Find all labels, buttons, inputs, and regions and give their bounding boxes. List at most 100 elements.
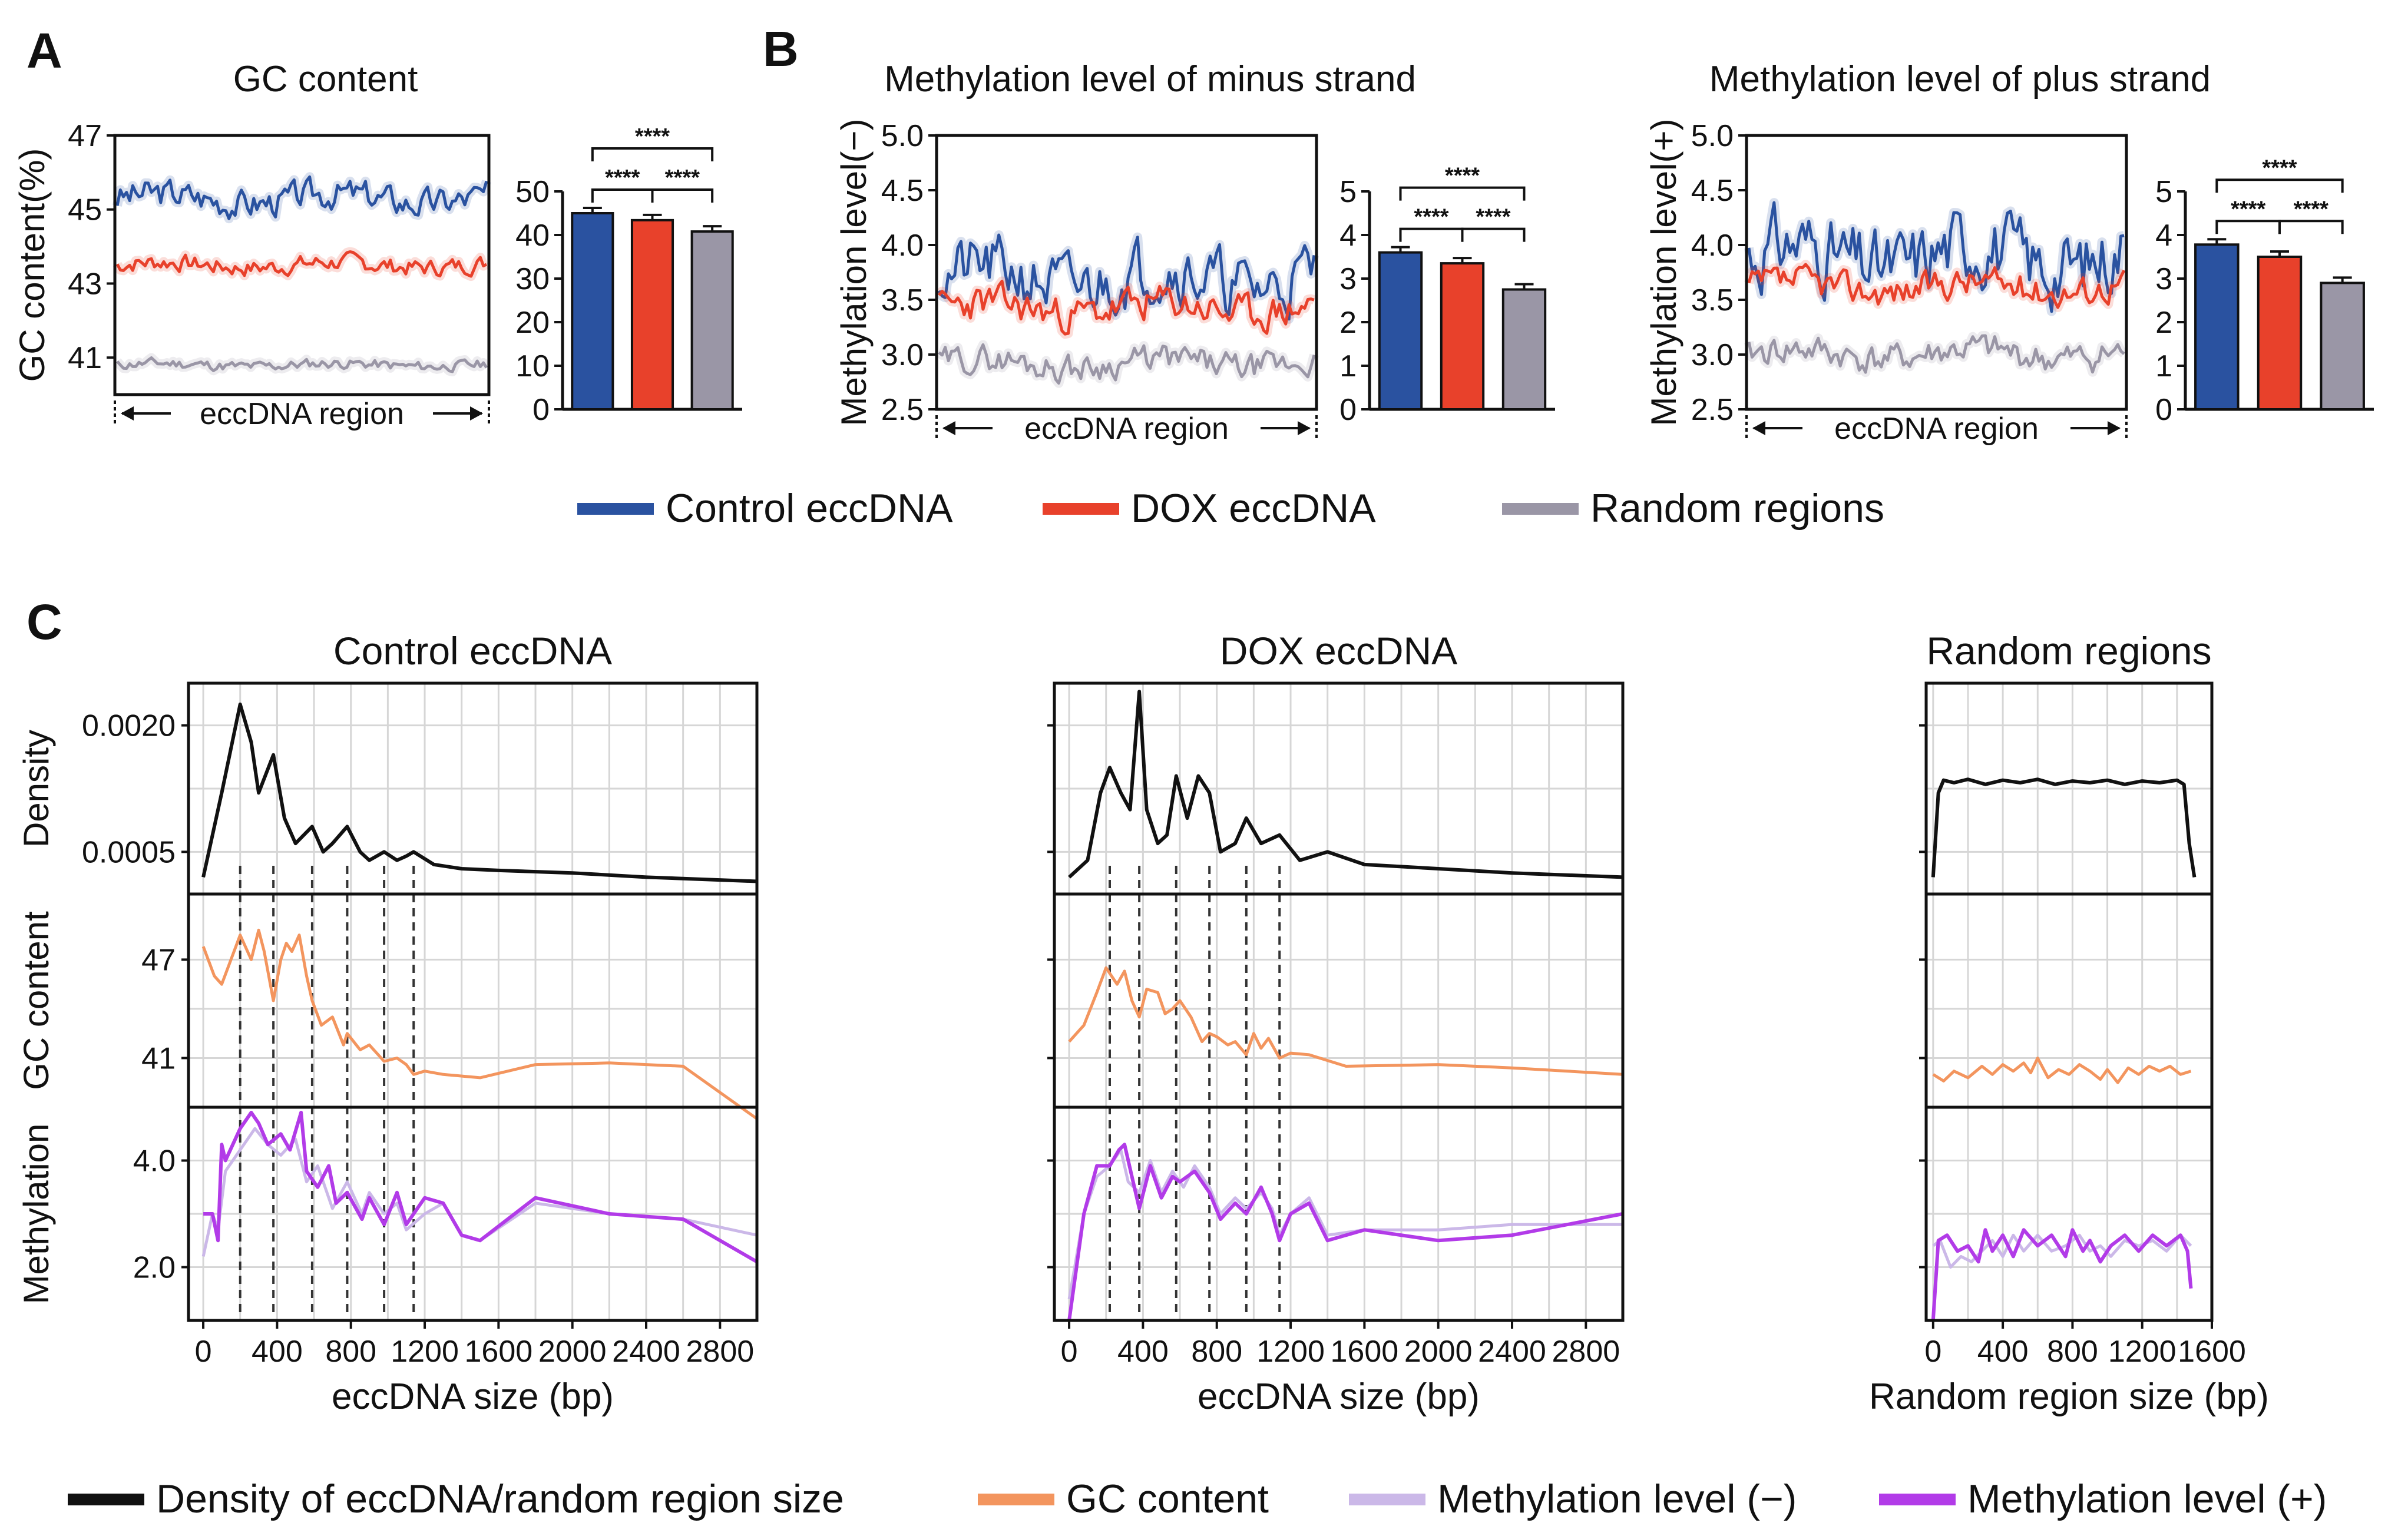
panel-label-b: B bbox=[763, 21, 799, 77]
gc-bar-bracket-1 bbox=[651, 188, 714, 203]
size-col-2-density-curve bbox=[1931, 777, 2197, 878]
gc-bar-ytick-label: 0 bbox=[532, 393, 550, 427]
size-col-0-xtick-label: 1200 bbox=[391, 1335, 459, 1369]
legend-bottom-label-1: GC content bbox=[1066, 1477, 1269, 1521]
legend-bottom-swatch-0 bbox=[68, 1494, 144, 1505]
meth-plus-profile-ytick-label: 2.5 bbox=[1691, 393, 1734, 427]
meth-minus-bar-bracket-2 bbox=[1399, 186, 1526, 201]
meth-plus-bar-ytick-label: 4 bbox=[2155, 219, 2172, 253]
size-col-0-meth_plus-curve bbox=[203, 1111, 758, 1263]
panel-b: Methylation level of minus strand 2.5 3.0 3… bbox=[834, 59, 2374, 446]
gc-bar-ytick-label: 40 bbox=[515, 219, 550, 253]
meth-minus-bar-ytick-label: 3 bbox=[1339, 262, 1357, 296]
meth-minus-profile-ytick-label: 3.5 bbox=[881, 283, 924, 317]
legend-top-label-1: DOX eccDNA bbox=[1131, 486, 1376, 531]
meth-minus-bar-bar-0 bbox=[1378, 251, 1423, 411]
legend-top-swatch-1 bbox=[1043, 503, 1119, 515]
gc-profile-line-1 bbox=[115, 250, 488, 278]
legend-bottom-swatch-3 bbox=[1879, 1494, 1956, 1505]
meth-minus-bar-bracket-0 bbox=[1399, 227, 1464, 242]
size-col-2-xlabel: Random region size (bp) bbox=[1869, 1376, 2269, 1417]
gc-bar-significance-1: **** bbox=[665, 165, 700, 190]
gc-profile-xlabel: eccDNA region bbox=[200, 397, 404, 431]
meth-plus-profile-band-1 bbox=[1744, 260, 2129, 312]
panel-a: GC content 41 43 45 47 eccDNA region GC conten… bbox=[12, 59, 742, 431]
size-col-0-xlabel: eccDNA size (bp) bbox=[332, 1376, 614, 1417]
legend-bottom-swatch-2 bbox=[1349, 1494, 1425, 1505]
row-2-ytick-label: 4.0 bbox=[133, 1144, 176, 1179]
meth-minus-profile-line-2 bbox=[938, 343, 1316, 385]
legend-bottom-label-3: Methylation level (+) bbox=[1967, 1477, 2327, 1521]
size-col-2-xtick-label: 1200 bbox=[2108, 1335, 2177, 1369]
size-col-1-gc-curve bbox=[1068, 966, 1623, 1076]
meth-plus-bar-bracket-0 bbox=[2215, 220, 2281, 234]
meth-plus-bar-significance-1: **** bbox=[2294, 197, 2328, 221]
size-col-1-xtick-label: 800 bbox=[1191, 1335, 1242, 1369]
size-col-1-xtick-label: 2400 bbox=[1478, 1335, 1546, 1369]
row-label-0: Density bbox=[16, 730, 56, 848]
meth-minus-bar-significance-0: **** bbox=[1414, 205, 1448, 230]
row-1-ytick-label: 41 bbox=[141, 1041, 176, 1075]
gc-bar-significance-0: **** bbox=[605, 165, 640, 190]
gc-profile-ytick-label: 47 bbox=[68, 119, 102, 153]
meth-minus-bar-bar-1 bbox=[1440, 262, 1485, 411]
meth-plus-bar-bar-0 bbox=[2194, 243, 2240, 411]
legend-top-swatch-0 bbox=[577, 503, 654, 515]
meth-plus-bar-bar-1 bbox=[2257, 256, 2303, 411]
gc-profile-line-2 bbox=[116, 356, 488, 373]
size-col-0-xtick-label: 2400 bbox=[612, 1335, 680, 1369]
meth-plus-profile-title: Methylation level of plus strand bbox=[1709, 59, 2211, 100]
meth-plus-profile-line-1 bbox=[1747, 263, 2126, 309]
size-col-0-title: Control eccDNA bbox=[333, 629, 612, 673]
row-0-ytick-label: 0.0005 bbox=[82, 835, 176, 869]
size-col-1-density-curve bbox=[1068, 690, 1623, 879]
meth-minus-profile-ytick-label: 4.5 bbox=[881, 174, 924, 208]
meth-minus-bar-ytick-label: 1 bbox=[1339, 349, 1357, 383]
meth-plus-bar-ytick-label: 1 bbox=[2155, 349, 2172, 383]
size-col-2-title: Random regions bbox=[1926, 629, 2211, 673]
panel-c: Density GC content Methylation Control eccD… bbox=[16, 629, 2269, 1417]
legend-bottom-label-0: Density of eccDNA/random region size bbox=[156, 1477, 844, 1521]
size-col-1-xtick-label: 2800 bbox=[1552, 1335, 1620, 1369]
size-col-2-xtick-label: 400 bbox=[1977, 1335, 2029, 1369]
meth-plus-bar-ytick-label: 5 bbox=[2155, 175, 2172, 209]
size-col-0-xtick-label: 2800 bbox=[686, 1335, 754, 1369]
size-col-0-xtick-label: 0 bbox=[195, 1335, 212, 1369]
size-col-1-xtick-label: 2000 bbox=[1404, 1335, 1473, 1369]
meth-plus-bar-ytick-label: 0 bbox=[2155, 393, 2172, 427]
meth-minus-profile-xlabel: eccDNA region bbox=[1024, 412, 1229, 446]
size-col-0-xtick-label: 1600 bbox=[465, 1335, 533, 1369]
legend-top: Control eccDNA DOX eccDNA Random regions bbox=[577, 486, 1884, 531]
meth-minus-profile-title: Methylation level of minus strand bbox=[884, 59, 1416, 100]
size-col-1-xtick-label: 1200 bbox=[1256, 1335, 1325, 1369]
size-col-1-meth_plus-curve bbox=[1067, 1143, 1623, 1321]
meth-minus-profile-ytick-label: 5.0 bbox=[881, 119, 924, 153]
meth-minus-profile-ytick-label: 4.0 bbox=[881, 229, 924, 263]
meth-plus-bar-ytick-label: 2 bbox=[2155, 306, 2172, 340]
size-col-1-xtick-label: 400 bbox=[1117, 1335, 1169, 1369]
size-col-0-xtick-label: 400 bbox=[252, 1335, 303, 1369]
meth-plus-bar-significance-2: **** bbox=[2262, 155, 2297, 180]
row-label-2: Methylation bbox=[16, 1124, 56, 1305]
size-col-2-xtick-label: 0 bbox=[1924, 1335, 1941, 1369]
meth-minus-bar-significance-2: **** bbox=[1445, 164, 1480, 188]
meth-plus-profile-ylabel: Methylation level(+) bbox=[1644, 119, 1683, 426]
gc-bar-ytick-label: 20 bbox=[515, 306, 550, 340]
gc-profile-frame bbox=[113, 134, 491, 396]
gc-profile-ytick-label: 43 bbox=[68, 267, 102, 301]
meth-plus-profile-ytick-label: 3.0 bbox=[1691, 338, 1734, 372]
size-col-0-density-curve bbox=[201, 702, 758, 883]
size-col-1-meth_minus-curve bbox=[1067, 1148, 1623, 1300]
meth-plus-profile-ytick-label: 3.5 bbox=[1691, 283, 1734, 317]
meth-minus-bar-ytick-label: 0 bbox=[1339, 393, 1357, 427]
meth-plus-bar-bar-2 bbox=[2320, 282, 2365, 411]
legend-top-label-0: Control eccDNA bbox=[666, 486, 953, 531]
meth-minus-profile-ytick-label: 2.5 bbox=[881, 393, 924, 427]
meth-plus-profile-line-2 bbox=[1747, 334, 2125, 374]
meth-plus-profile-arrowhead-left bbox=[1752, 421, 1765, 435]
meth-plus-bar-ytick-label: 3 bbox=[2155, 262, 2172, 296]
legend-top-label-2: Random regions bbox=[1590, 486, 1884, 531]
size-col-1-xlabel: eccDNA size (bp) bbox=[1198, 1376, 1480, 1417]
size-col-2-xtick-label: 800 bbox=[2047, 1335, 2098, 1369]
